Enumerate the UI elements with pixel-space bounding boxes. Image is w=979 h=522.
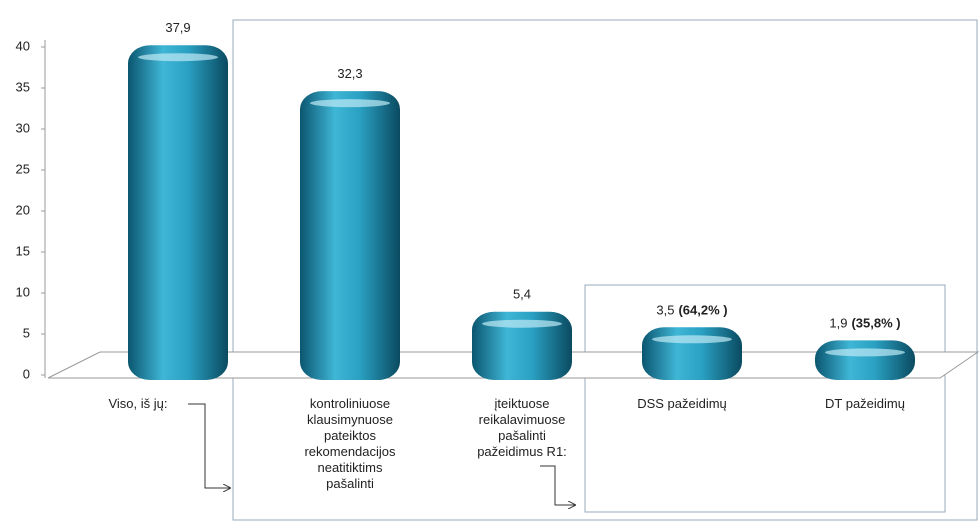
y-tick-label: 30 [16,120,30,135]
bar [128,45,228,380]
bar [472,311,572,380]
bar-highlight [825,348,905,357]
bar-highlight [652,335,732,344]
group-box [584,284,946,513]
y-tick-label: 15 [16,243,30,258]
y-tick-label: 10 [16,284,30,299]
bar-body [128,45,228,380]
x-tick-label: įteiktuose reikalavimuose pašalinti paže… [477,396,567,459]
bar-body [472,311,572,380]
value-label-number: 1,9 [829,316,847,331]
bar-highlight [138,53,218,62]
y-tick-label: 35 [16,79,30,94]
bar-body [815,340,915,380]
value-label: 5,4 [513,287,531,302]
y-tick-label: 5 [23,325,30,340]
bar-highlight [482,319,562,328]
arrow [540,465,575,505]
bar [300,91,400,380]
bar [642,327,742,380]
x-tick-label: kontroliniuose klausimynuose pateiktos r… [304,396,396,491]
bar-highlight [310,99,390,108]
value-label-number: 3,5 [656,303,674,318]
x-tick-label: DSS pažeidimų [637,396,727,411]
share-label: (35,8% ) [851,316,900,331]
y-tick-label: 40 [16,38,30,53]
group-box [232,19,978,521]
value-label: 32,3 [337,67,362,82]
bar-body [300,91,400,380]
value-label: 1,9 (35,8% ) [829,316,900,331]
arrow [188,403,230,488]
x-tick-label: DT pažeidimų [825,396,905,411]
y-tick-label: 25 [16,161,30,176]
value-label-number: 37,9 [165,21,190,36]
share-label: (64,2% ) [678,303,727,318]
y-tick-label: 0 [23,366,30,381]
value-label: 3,5 (64,2% ) [656,303,727,318]
value-label: 37,9 [165,21,190,36]
y-tick-label: 20 [16,202,30,217]
value-label-number: 32,3 [337,67,362,82]
value-label-number: 5,4 [513,287,531,302]
x-tick-label: Viso, iš jų: [108,396,168,411]
bar-body [642,327,742,380]
bar [815,340,915,380]
